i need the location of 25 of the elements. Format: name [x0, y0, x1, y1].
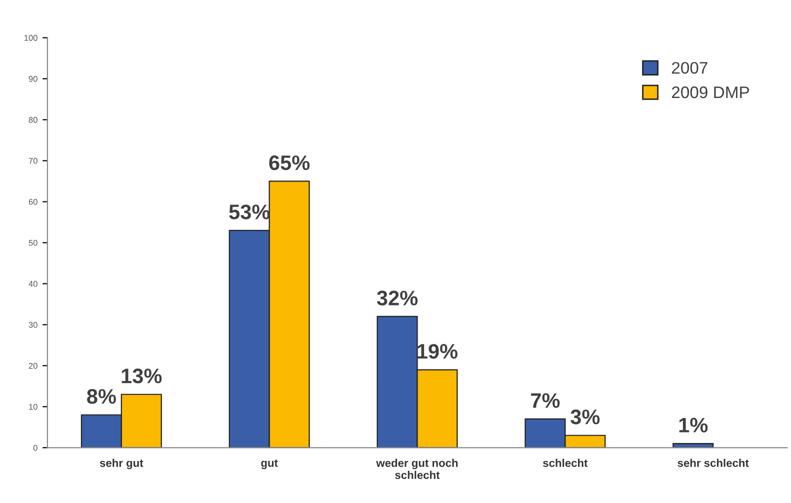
data-label: 65%: [269, 155, 310, 170]
data-label: 32%: [376, 290, 418, 306]
y-tick-label: 0: [33, 444, 38, 451]
y-tick-label: 20: [28, 362, 38, 369]
legend-label: 2007: [672, 62, 708, 74]
y-tick-label: 50: [28, 240, 38, 246]
legend-label: 2009 DMP: [672, 86, 749, 98]
x-tick-label: sehr schlecht: [678, 458, 749, 467]
x-tick-label: gut: [261, 460, 278, 470]
y-tick-label: 80: [28, 116, 38, 123]
y-tick-label: 90: [28, 76, 38, 82]
data-label: 7%: [531, 393, 560, 408]
x-tick-label: weder gut noch schlecht: [376, 458, 458, 479]
y-tick-label: 100: [24, 34, 38, 41]
y-tick-label: 40: [28, 280, 38, 287]
y-tick-label: 30: [28, 322, 38, 328]
data-label: 13%: [122, 368, 162, 384]
x-tick-label: schlecht: [543, 458, 588, 467]
y-tick-label: 70: [28, 158, 38, 164]
data-label: 3%: [570, 410, 600, 424]
data-label: 8%: [87, 389, 116, 404]
y-tick-label: 60: [28, 198, 38, 205]
data-label: 1%: [679, 418, 708, 432]
x-tick-label: sehr gut: [100, 458, 144, 470]
y-tick-label: 10: [29, 404, 38, 410]
